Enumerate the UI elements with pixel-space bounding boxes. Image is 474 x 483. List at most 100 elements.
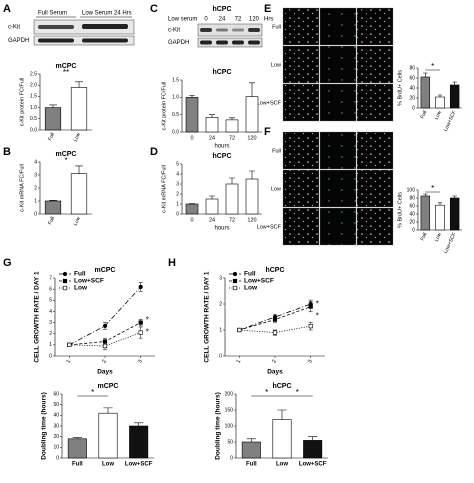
error-bar bbox=[277, 409, 287, 420]
y-tick-label: 0 bbox=[49, 353, 52, 359]
x-tick-label: 3 bbox=[307, 359, 314, 364]
y-tick-label: 40 bbox=[53, 413, 59, 419]
error-bar bbox=[452, 81, 457, 85]
legend-label: Low+SCF bbox=[244, 278, 274, 285]
y-tick-label: 100 bbox=[407, 187, 416, 193]
lane-label: 72 bbox=[235, 17, 242, 23]
blot-title: hCPC bbox=[212, 6, 231, 13]
micrographs: DAPI BrdU Merged Full Low Low+SCF DAPI BrdU Merg… bbox=[257, 7, 394, 246]
y-tick-label: 2.5 bbox=[30, 71, 37, 77]
micrograph bbox=[356, 131, 394, 170]
annotation: * bbox=[316, 312, 319, 321]
y-tick-label: 0.0 bbox=[172, 129, 179, 135]
y-tick-label: 5 bbox=[49, 298, 52, 304]
bar bbox=[245, 178, 259, 215]
y-axis-label: c-Kit mRNA FC/Full bbox=[19, 164, 25, 212]
legend-label: Low bbox=[74, 285, 88, 292]
y-tick-label: 2 bbox=[34, 185, 37, 191]
row-label: c-Kit bbox=[168, 28, 180, 34]
bar bbox=[272, 419, 292, 459]
x-tick-label: Full bbox=[47, 216, 56, 226]
lane-label: 120 bbox=[249, 17, 260, 23]
annotation: * bbox=[265, 388, 268, 397]
y-tick-label: 6 bbox=[49, 286, 52, 292]
column-label: DAPI bbox=[285, 9, 297, 15]
row-label: Full bbox=[272, 24, 281, 30]
y-tick-label: 2 bbox=[176, 191, 179, 197]
y-tick-label: 80 bbox=[409, 65, 415, 71]
bar bbox=[241, 441, 261, 459]
lane-label: 24 bbox=[219, 17, 226, 23]
x-axis-label: hours bbox=[214, 226, 229, 232]
y-tick-label: 200 bbox=[225, 391, 234, 397]
panel-letter: H bbox=[168, 257, 176, 269]
y-tick-label: 1 bbox=[49, 342, 52, 348]
error-bar bbox=[437, 94, 443, 97]
series-line bbox=[69, 286, 142, 346]
micrograph bbox=[319, 7, 357, 46]
panel-letter: G bbox=[3, 257, 12, 269]
x-tick-label: 120 bbox=[247, 135, 256, 141]
row-label: Full bbox=[272, 148, 281, 154]
bar bbox=[225, 119, 239, 133]
panel-letter: D bbox=[150, 146, 158, 158]
chart-title: hCPC bbox=[265, 267, 284, 274]
x-tick-label: Full bbox=[72, 462, 83, 468]
y-axis-label: c-Kit protein FC/Full bbox=[19, 78, 25, 127]
micrograph bbox=[319, 169, 357, 208]
y-tick-label: 4 bbox=[34, 159, 37, 165]
annotation: * bbox=[296, 388, 299, 397]
annotation: * bbox=[431, 62, 434, 71]
y-tick-label: 0 bbox=[230, 455, 233, 461]
chart-title: hCPC bbox=[272, 383, 291, 390]
bar bbox=[185, 97, 199, 133]
bar bbox=[435, 204, 445, 231]
y-tick-label: 0 bbox=[34, 211, 37, 217]
error-bar bbox=[452, 195, 457, 198]
y-tick-label: 0 bbox=[219, 353, 222, 359]
y-tick-label: 1 bbox=[219, 327, 222, 333]
bar bbox=[70, 173, 88, 215]
y-axis-label: % BrdU+ Cells bbox=[397, 70, 403, 106]
y-tick-label: 20 bbox=[53, 434, 59, 440]
y-tick-label: 3 bbox=[219, 275, 222, 281]
micrograph bbox=[282, 131, 320, 170]
condition-label: Low serum bbox=[168, 17, 197, 23]
y-tick-label: 20 bbox=[409, 95, 415, 101]
micrograph bbox=[282, 169, 320, 208]
y-tick-label: 60 bbox=[409, 203, 415, 209]
error-bar bbox=[423, 72, 428, 77]
x-tick-label: Low bbox=[276, 462, 288, 468]
error-bar bbox=[189, 94, 195, 98]
y-tick-label: 150 bbox=[225, 407, 234, 413]
legend-label: Low+SCF bbox=[74, 278, 104, 285]
y-tick-label: 1 bbox=[176, 201, 179, 207]
bar bbox=[205, 198, 219, 215]
y-tick-label: 80 bbox=[409, 195, 415, 201]
bar bbox=[44, 107, 62, 131]
y-tick-label: 0.5 bbox=[30, 116, 37, 122]
annotation: * bbox=[431, 184, 434, 193]
error-bar bbox=[72, 437, 82, 439]
lane-label: Low Serum 24 Hrs bbox=[82, 11, 132, 17]
error-bar bbox=[229, 177, 235, 184]
bar bbox=[435, 96, 445, 109]
marker bbox=[272, 317, 278, 322]
marker bbox=[138, 330, 143, 335]
error-bar bbox=[189, 203, 195, 204]
micrograph bbox=[282, 207, 320, 246]
chart-title: mCPC bbox=[94, 267, 115, 274]
bar bbox=[449, 197, 460, 231]
chart-title: hCPC bbox=[212, 153, 231, 160]
chart-title: mCPC bbox=[55, 151, 76, 158]
error-bar bbox=[49, 200, 57, 201]
y-tick-label: 2.0 bbox=[30, 83, 37, 89]
y-axis-label: CELL GROWTH RATE / DAY 1 bbox=[204, 271, 211, 363]
panel-letter: B bbox=[3, 146, 11, 158]
row-label: Low bbox=[271, 186, 281, 192]
y-tick-label: 3 bbox=[176, 181, 179, 187]
x-tick-label: Low bbox=[73, 132, 82, 143]
x-tick-label: Low bbox=[434, 110, 443, 121]
bar bbox=[129, 425, 149, 459]
legend-marker bbox=[62, 271, 68, 277]
